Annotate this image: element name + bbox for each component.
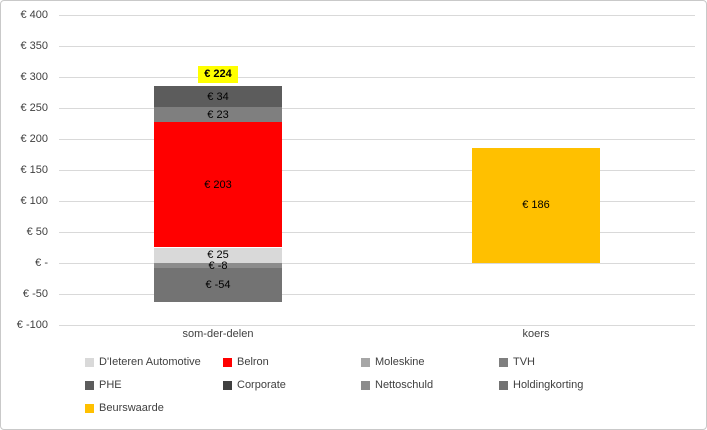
y-gridline [59,325,695,326]
legend-item-moleskine: Moleskine [361,355,499,369]
legend-item-holdingkorting: Holdingkorting [499,378,637,392]
legend-swatch-icon [85,403,94,413]
legend-item-label: Holdingkorting [513,379,584,391]
y-gridline [59,201,695,202]
legend-swatch-icon [499,380,508,390]
bar-segment-phe [154,86,282,108]
legend-swatch-icon [499,357,508,367]
legend-item-label: D'Ieteren Automotive [99,356,201,368]
legend-item-label: Belron [237,356,269,368]
bar-segment-belron [154,121,282,248]
segment-value-label: € -54 [205,278,231,291]
y-axis-tick-label: € 250 [20,102,48,114]
legend-item-label: TVH [513,356,535,368]
y-gridline [59,170,695,171]
y-gridline [59,139,695,140]
y-axis-tick-label: € 350 [20,40,48,52]
y-axis-tick-label: € 200 [20,133,48,145]
y-gridline [59,232,695,233]
segment-value-label: € 23 [207,108,229,121]
y-gridline [59,15,695,16]
segment-value-label: € 203 [204,178,232,191]
category-label-koers: koers [522,328,550,340]
y-axis-tick-label: € 400 [20,9,48,21]
bar-segment-d-ieteren-automotive [154,247,282,263]
y-axis-tick-label: € 50 [26,226,48,238]
legend-item-tvh: TVH [499,355,637,369]
legend-item-phe: PHE [85,378,223,392]
legend-item-label: Corporate [237,379,286,391]
bar-segment-beurswaarde [472,147,600,263]
segment-value-label: € 186 [522,199,550,212]
legend-item-label: Nettoschuld [375,379,434,391]
y-gridline [59,46,695,47]
bar-segment-tvh [154,107,282,122]
y-axis-tick-label: € 150 [20,164,48,176]
category-label-som-der-delen: som-der-delen [182,328,254,340]
legend-item-label: PHE [99,379,122,391]
total-label-wrap: € 224 [154,64,282,83]
chart-legend: D'Ieteren Automotive Belron Moleskine TVH PH… [85,355,637,415]
bar-segment-nettoschuld [154,263,282,268]
legend-item-d-ieteren-automotive: D'Ieteren Automotive [85,355,223,369]
y-gridline [59,263,695,264]
y-gridline [59,108,695,109]
legend-item-corporate: Corporate [223,378,361,392]
y-axis-tick-label: € - [35,257,48,269]
bar-segment-holdingkorting [154,268,282,302]
legend-swatch-icon [223,357,232,367]
legend-item-belron: Belron [223,355,361,369]
legend-swatch-icon [361,357,370,367]
legend-swatch-icon [85,357,94,367]
y-axis-tick-label: € 100 [20,195,48,207]
legend-item-nettoschuld: Nettoschuld [361,378,499,392]
total-value-label: € 224 [198,66,238,83]
legend-swatch-icon [85,380,94,390]
legend-item-label: Beurswaarde [99,402,164,414]
y-axis-tick-label: € -100 [16,319,48,331]
legend-swatch-icon [361,380,370,390]
legend-item-beurswaarde: Beurswaarde [85,401,223,415]
legend-swatch-icon [223,380,232,390]
y-axis-tick-label: € 300 [20,71,48,83]
segment-value-label: € 34 [207,90,229,103]
y-gridline [59,77,695,78]
segment-value-label: € -8 [208,259,228,272]
segment-value-label: € 25 [207,249,229,262]
y-axis-tick-label: € -50 [22,288,48,300]
y-gridline [59,294,695,295]
legend-item-label: Moleskine [375,356,425,368]
